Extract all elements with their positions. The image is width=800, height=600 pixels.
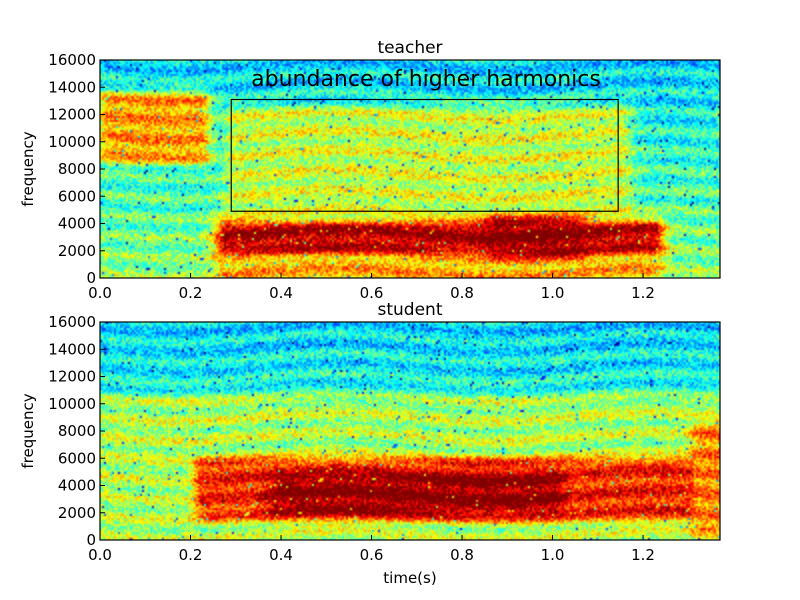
student-x-tick-label: 0.4 bbox=[269, 546, 293, 564]
teacher-spectrogram-image bbox=[100, 60, 720, 278]
teacher-x-tick-label: 1.2 bbox=[631, 284, 655, 302]
teacher-x-tick-label: 1.0 bbox=[541, 284, 565, 302]
teacher-y-tick-label: 16000 bbox=[48, 51, 96, 69]
student-y-tick-label: 2000 bbox=[58, 504, 96, 522]
student-x-tick-label: 0.6 bbox=[360, 546, 384, 564]
teacher-x-tick-label: 0.8 bbox=[450, 284, 474, 302]
student-y-tick-label: 6000 bbox=[58, 449, 96, 467]
teacher-y-tick-label: 10000 bbox=[48, 133, 96, 151]
teacher-y-tick-label: 12000 bbox=[48, 106, 96, 124]
teacher-y-tick-label: 6000 bbox=[58, 187, 96, 205]
student-x-tick-label: 0.0 bbox=[88, 546, 112, 564]
student-spectrogram-image bbox=[100, 322, 720, 540]
teacher-annotation-box bbox=[230, 98, 619, 212]
student-y-tick-label: 0 bbox=[86, 531, 96, 549]
student-y-tick-label: 4000 bbox=[58, 477, 96, 495]
teacher-x-tick-label: 0.0 bbox=[88, 284, 112, 302]
student-y-tick-label: 10000 bbox=[48, 395, 96, 413]
panel-teacher: teacher abundance of higher harmonics 0.… bbox=[19, 38, 721, 302]
student-y-axis-label: frequency bbox=[19, 393, 37, 468]
teacher-y-tick-label: 8000 bbox=[58, 160, 96, 178]
student-y-tick-label: 8000 bbox=[58, 422, 96, 440]
student-x-axis-label: time(s) bbox=[383, 569, 436, 587]
teacher-spectrogram bbox=[100, 60, 720, 278]
student-y-tick-label: 16000 bbox=[48, 313, 96, 331]
student-spectrogram bbox=[100, 322, 720, 540]
student-y-ticks: 0 2000 4000 6000 8000 10000 12000 14000 16000 bbox=[48, 313, 105, 549]
teacher-y-axis-label: frequency bbox=[19, 131, 37, 206]
teacher-x-tick-label: 0.4 bbox=[269, 284, 293, 302]
student-x-tick-label: 1.0 bbox=[541, 546, 565, 564]
teacher-y-tick-label: 4000 bbox=[58, 215, 96, 233]
teacher-title: teacher bbox=[377, 38, 442, 58]
teacher-annotation-text: abundance of higher harmonics bbox=[251, 67, 601, 92]
teacher-x-tick-label: 0.2 bbox=[179, 284, 203, 302]
student-y-tick-label: 14000 bbox=[48, 340, 96, 358]
teacher-y-ticks: 0 2000 4000 6000 8000 10000 12000 14000 16000 bbox=[48, 51, 105, 287]
student-y-tick-label: 12000 bbox=[48, 368, 96, 386]
teacher-x-tick-label: 0.6 bbox=[360, 284, 384, 302]
teacher-y-tick-label: 14000 bbox=[48, 78, 96, 96]
student-x-ticks: 0.0 0.2 0.4 0.6 0.8 1.0 1.2 bbox=[88, 535, 655, 564]
panel-student: student 0.0 0.2 0.4 0.6 0.8 1.0 1.2 0 2000 4000 6… bbox=[19, 300, 721, 587]
student-title: student bbox=[378, 300, 443, 320]
teacher-y-tick-label: 2000 bbox=[58, 242, 96, 260]
student-x-tick-label: 0.8 bbox=[450, 546, 474, 564]
teacher-y-tick-label: 0 bbox=[86, 269, 96, 287]
student-x-tick-label: 0.2 bbox=[179, 546, 203, 564]
teacher-x-ticks: 0.0 0.2 0.4 0.6 0.8 1.0 1.2 bbox=[88, 273, 655, 302]
student-x-tick-label: 1.2 bbox=[631, 546, 655, 564]
